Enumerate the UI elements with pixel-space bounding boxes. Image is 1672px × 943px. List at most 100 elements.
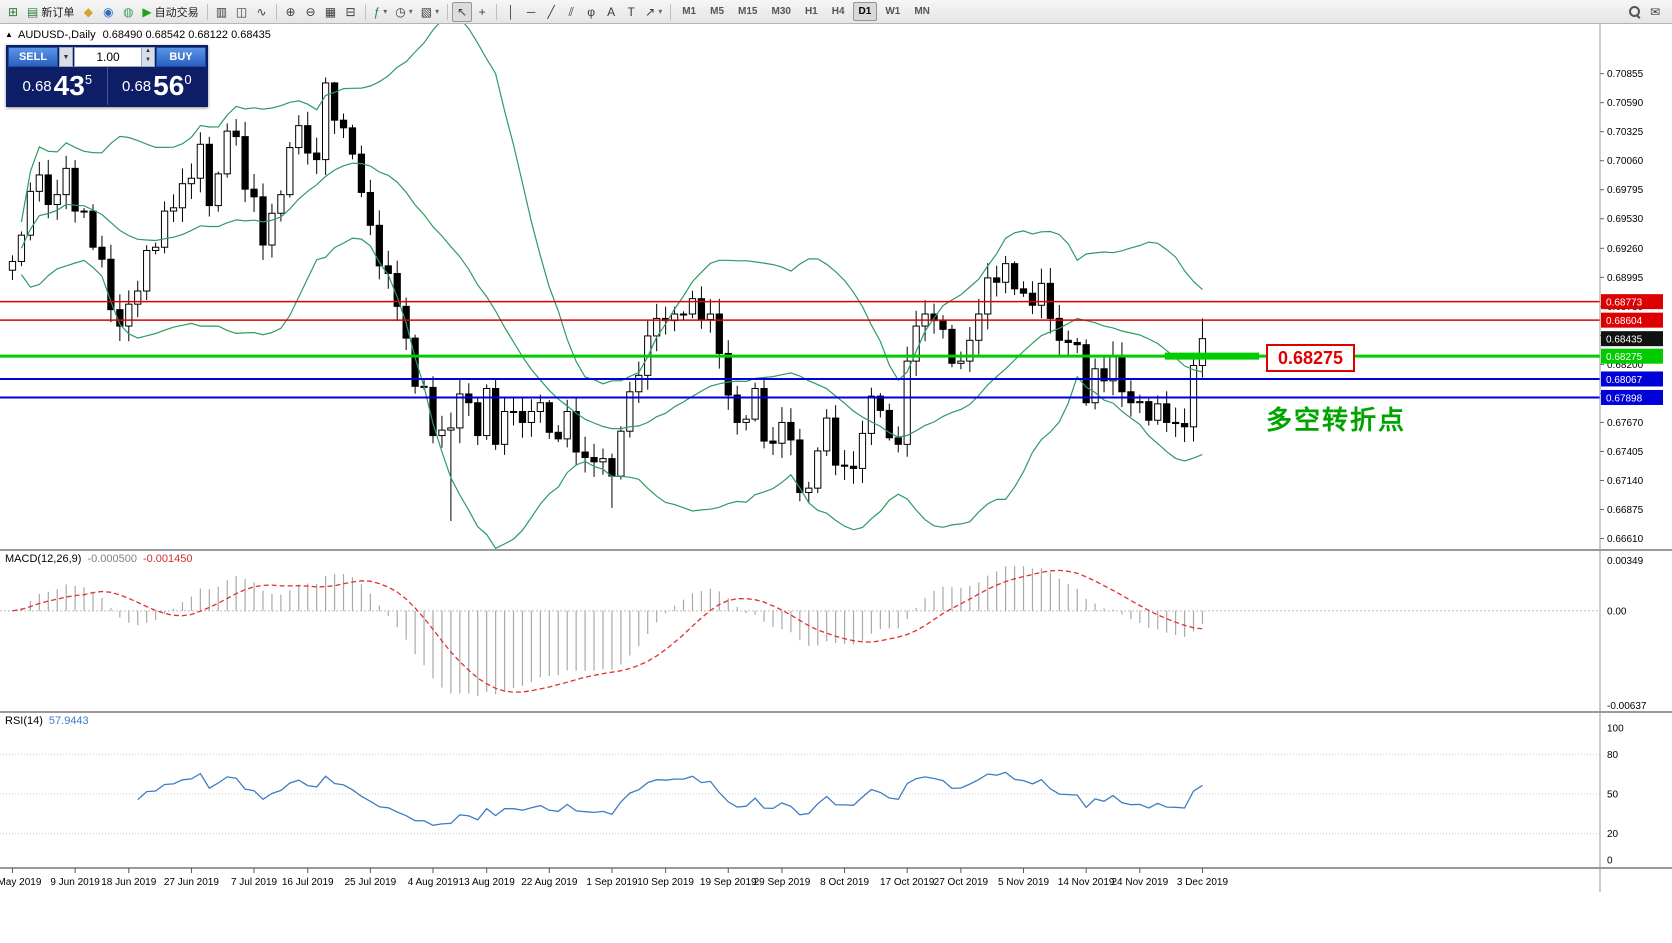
timeframe-d1-button[interactable]: D1 bbox=[852, 2, 878, 21]
svg-text:0.69260: 0.69260 bbox=[1607, 244, 1644, 255]
crosshair-button[interactable]: + bbox=[472, 2, 492, 22]
buy-price-base: 0.68 bbox=[121, 77, 152, 95]
svg-text:0.68995: 0.68995 bbox=[1607, 273, 1644, 284]
indicators-button[interactable]: ƒ ▾ bbox=[370, 2, 392, 22]
svg-text:0.66875: 0.66875 bbox=[1607, 505, 1644, 516]
zoom-in-button[interactable]: ⊕ bbox=[281, 2, 301, 22]
arrows-button[interactable]: ↗ ▾ bbox=[641, 2, 666, 22]
chart-workspace: 0.70855 0.70590 0.70325 0.70060 0.69795 0.695… bbox=[0, 24, 1672, 943]
svg-text:9 Jun 2019: 9 Jun 2019 bbox=[50, 877, 100, 888]
search-button[interactable] bbox=[1625, 2, 1645, 22]
templates-button[interactable]: ▧ ▾ bbox=[417, 2, 443, 22]
timeframe-m1-button[interactable]: M1 bbox=[676, 2, 702, 21]
volume-stepper: ▲ ▼ bbox=[141, 48, 154, 66]
volume-preset-dropdown[interactable]: ▼ bbox=[59, 47, 73, 67]
svg-text:27 Oct 2019: 27 Oct 2019 bbox=[934, 877, 989, 888]
timeframe-mn-button[interactable]: MN bbox=[908, 2, 936, 21]
templates-icon: ▧ bbox=[420, 4, 433, 19]
volume-input[interactable] bbox=[75, 48, 141, 66]
buy-button[interactable]: BUY bbox=[156, 47, 206, 67]
svg-text:0.68067: 0.68067 bbox=[1606, 375, 1643, 386]
turning-point-annotation[interactable]: 多空转折点 bbox=[1266, 405, 1407, 435]
svg-text:25 Jul 2019: 25 Jul 2019 bbox=[345, 877, 397, 888]
svg-text:20: 20 bbox=[1607, 829, 1619, 840]
hosting-button[interactable]: ◍ bbox=[118, 2, 138, 22]
timeframe-m5-button[interactable]: M5 bbox=[704, 2, 730, 21]
panel-separators bbox=[0, 24, 1672, 892]
search-icon bbox=[1629, 5, 1641, 18]
autotrading-button[interactable]: ▶ 自动交易 bbox=[138, 2, 202, 22]
line-chart-icon: ∿ bbox=[256, 4, 267, 19]
cursor-button[interactable]: ↖ bbox=[452, 1, 473, 22]
svg-text:0.67898: 0.67898 bbox=[1606, 393, 1643, 404]
price-chart[interactable]: 0.70855 0.70590 0.70325 0.70060 0.69795 0.695… bbox=[0, 24, 1672, 943]
timeframe-h4-button[interactable]: H4 bbox=[826, 2, 851, 21]
trendline-button[interactable]: ╱ bbox=[541, 2, 561, 22]
svg-text:0.70590: 0.70590 bbox=[1607, 98, 1644, 109]
toolbar: ⊞ ▤ 新订单 ◆ ◉ ◍ ▶ 自动交易 ▥ ◫ ∿ ⊕ ⊖ ▦ ⊟ ƒ ▾ ◷ ▾ ▧ ▾ ↖ + │ ─ ╱ ⫽ φ A T ↗ ▾ M1… bbox=[0, 0, 1672, 24]
new-order-icon: ▤ bbox=[27, 4, 39, 19]
zoom-out-button[interactable]: ⊖ bbox=[301, 2, 321, 22]
svg-text:18 Jun 2019: 18 Jun 2019 bbox=[101, 877, 156, 888]
timeframe-h1-button[interactable]: H1 bbox=[799, 2, 824, 21]
community-button[interactable]: ◉ bbox=[98, 2, 118, 22]
zoom-out-icon: ⊖ bbox=[305, 4, 316, 19]
svg-text:30 May 2019: 30 May 2019 bbox=[0, 877, 42, 888]
vertical-line-button[interactable]: │ bbox=[501, 2, 521, 22]
market-button[interactable]: ◆ bbox=[78, 2, 98, 22]
line-chart-button[interactable]: ∿ bbox=[252, 2, 272, 22]
sell-price-pip: 5 bbox=[84, 72, 93, 87]
autotrading-label: 自动交易 bbox=[154, 6, 199, 19]
text-label-button[interactable]: T bbox=[621, 2, 641, 22]
timeframe-w1-button[interactable]: W1 bbox=[879, 2, 906, 21]
svg-text:0.67670: 0.67670 bbox=[1607, 418, 1644, 429]
fibonacci-button[interactable]: φ bbox=[581, 2, 601, 22]
ohlc-values: 0.68490 0.68542 0.68122 0.68435 bbox=[102, 29, 271, 41]
sell-button[interactable]: SELL bbox=[8, 47, 58, 67]
price-callout-label[interactable]: 0.68275 bbox=[1266, 344, 1356, 372]
timeframe-m30-button[interactable]: M30 bbox=[765, 2, 796, 21]
sell-price[interactable]: 0.68 43 5 bbox=[8, 67, 108, 105]
volume-decrease-button[interactable]: ▼ bbox=[145, 57, 151, 63]
svg-text:80: 80 bbox=[1607, 750, 1619, 761]
autotrading-icon: ▶ bbox=[142, 4, 152, 19]
svg-text:7 Jul 2019: 7 Jul 2019 bbox=[231, 877, 278, 888]
svg-text:0.68773: 0.68773 bbox=[1606, 298, 1643, 309]
svg-text:8 Oct 2019: 8 Oct 2019 bbox=[820, 877, 869, 888]
svg-text:3 Dec 2019: 3 Dec 2019 bbox=[1177, 877, 1229, 888]
equidistant-channel-button[interactable]: ⫽ bbox=[561, 2, 581, 22]
text-label-icon: T bbox=[627, 4, 635, 19]
cascade-windows-button[interactable]: ⊟ bbox=[341, 2, 361, 22]
bar-chart-button[interactable]: ▥ bbox=[212, 2, 232, 22]
chevron-down-icon: ▾ bbox=[408, 7, 413, 16]
buy-price[interactable]: 0.68 56 0 bbox=[108, 67, 207, 105]
vertical-line-icon: │ bbox=[507, 4, 515, 19]
toolbar-separator bbox=[447, 3, 449, 20]
candlestick-chart-button[interactable]: ◫ bbox=[232, 2, 252, 22]
one-click-panel-toggle[interactable]: ▲ bbox=[5, 30, 13, 39]
volume-increase-button[interactable]: ▲ bbox=[145, 48, 151, 54]
svg-text:0.70325: 0.70325 bbox=[1607, 127, 1644, 138]
tile-windows-button[interactable]: ▦ bbox=[321, 2, 341, 22]
svg-text:1 Sep 2019: 1 Sep 2019 bbox=[586, 877, 638, 888]
svg-text:14 Nov 2019: 14 Nov 2019 bbox=[1058, 877, 1115, 888]
new-order-button[interactable]: ▤ 新订单 bbox=[23, 2, 78, 22]
text-button[interactable]: A bbox=[601, 2, 621, 22]
mail-button[interactable]: ✉ bbox=[1645, 2, 1665, 22]
text-icon: A bbox=[607, 4, 616, 19]
timeframe-m15-button[interactable]: M15 bbox=[732, 2, 763, 21]
symbol-period-label: AUDUSD-,Daily bbox=[18, 29, 96, 41]
horizontal-line-button[interactable]: ─ bbox=[521, 2, 541, 22]
trendline-icon: ╱ bbox=[547, 4, 555, 19]
toolbar-main-group: ⊞ ▤ 新订单 ◆ ◉ ◍ ▶ 自动交易 ▥ ◫ ∿ ⊕ ⊖ ▦ ⊟ ƒ ▾ ◷ ▾ ▧ ▾ ↖ + │ ─ ╱ ⫽ φ A T ↗ ▾ bbox=[3, 0, 675, 23]
new-chart-button[interactable]: ⊞ bbox=[3, 2, 23, 22]
svg-text:0.68435: 0.68435 bbox=[1606, 335, 1643, 346]
svg-text:22 Aug 2019: 22 Aug 2019 bbox=[521, 877, 578, 888]
svg-text:16 Jul 2019: 16 Jul 2019 bbox=[282, 877, 334, 888]
horizontal-line-icon: ─ bbox=[526, 4, 536, 19]
svg-text:24 Nov 2019: 24 Nov 2019 bbox=[1111, 877, 1168, 888]
periods-button[interactable]: ◷ ▾ bbox=[391, 2, 417, 22]
sell-price-base: 0.68 bbox=[22, 77, 52, 95]
cursor-icon: ↖ bbox=[457, 4, 468, 19]
candles-layer bbox=[8, 77, 1207, 522]
